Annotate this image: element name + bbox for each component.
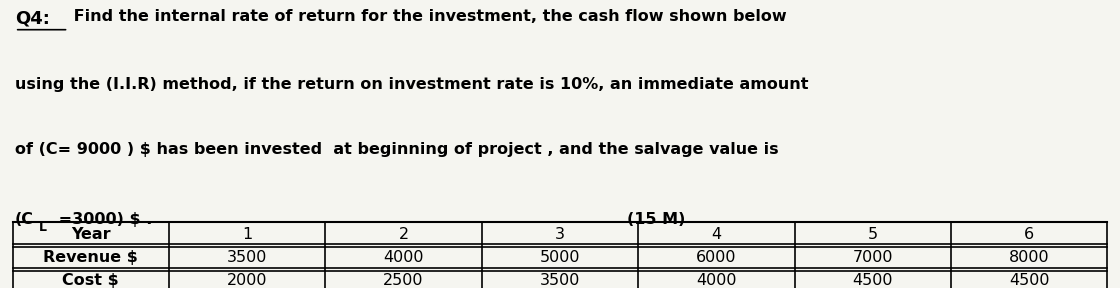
Text: 7000: 7000 [852,250,893,265]
Text: =3000) $ .: =3000) $ . [53,212,152,227]
Text: (15 M): (15 M) [627,212,685,227]
Text: Cost $: Cost $ [63,273,119,288]
Text: 6000: 6000 [697,250,737,265]
Text: 4500: 4500 [1009,273,1049,288]
Text: 5000: 5000 [540,250,580,265]
Text: Year: Year [71,227,111,242]
Text: 4000: 4000 [697,273,737,288]
Text: 3500: 3500 [540,273,580,288]
Text: 3500: 3500 [227,250,268,265]
Text: 4000: 4000 [383,250,423,265]
Text: of (C= 9000 ) $ has been invested  at beginning of project , and the salvage val: of (C= 9000 ) $ has been invested at beg… [15,142,778,157]
Text: 2000: 2000 [227,273,268,288]
Text: 4500: 4500 [852,273,893,288]
Text: 6: 6 [1024,227,1034,242]
Text: 4: 4 [711,227,721,242]
Text: 2500: 2500 [383,273,423,288]
Text: 3: 3 [556,227,564,242]
Text: 1: 1 [242,227,252,242]
Text: 8000: 8000 [1009,250,1049,265]
Text: Q4:: Q4: [15,10,49,27]
Text: Revenue $: Revenue $ [44,250,138,265]
Text: using the (I.I.R) method, if the return on investment rate is 10%, an immediate : using the (I.I.R) method, if the return … [15,77,809,92]
Text: 5: 5 [868,227,878,242]
Text: Find the internal rate of return for the investment, the cash flow shown below: Find the internal rate of return for the… [68,10,787,24]
Text: L: L [39,221,47,234]
Text: 2: 2 [399,227,409,242]
Text: (C: (C [15,212,34,227]
